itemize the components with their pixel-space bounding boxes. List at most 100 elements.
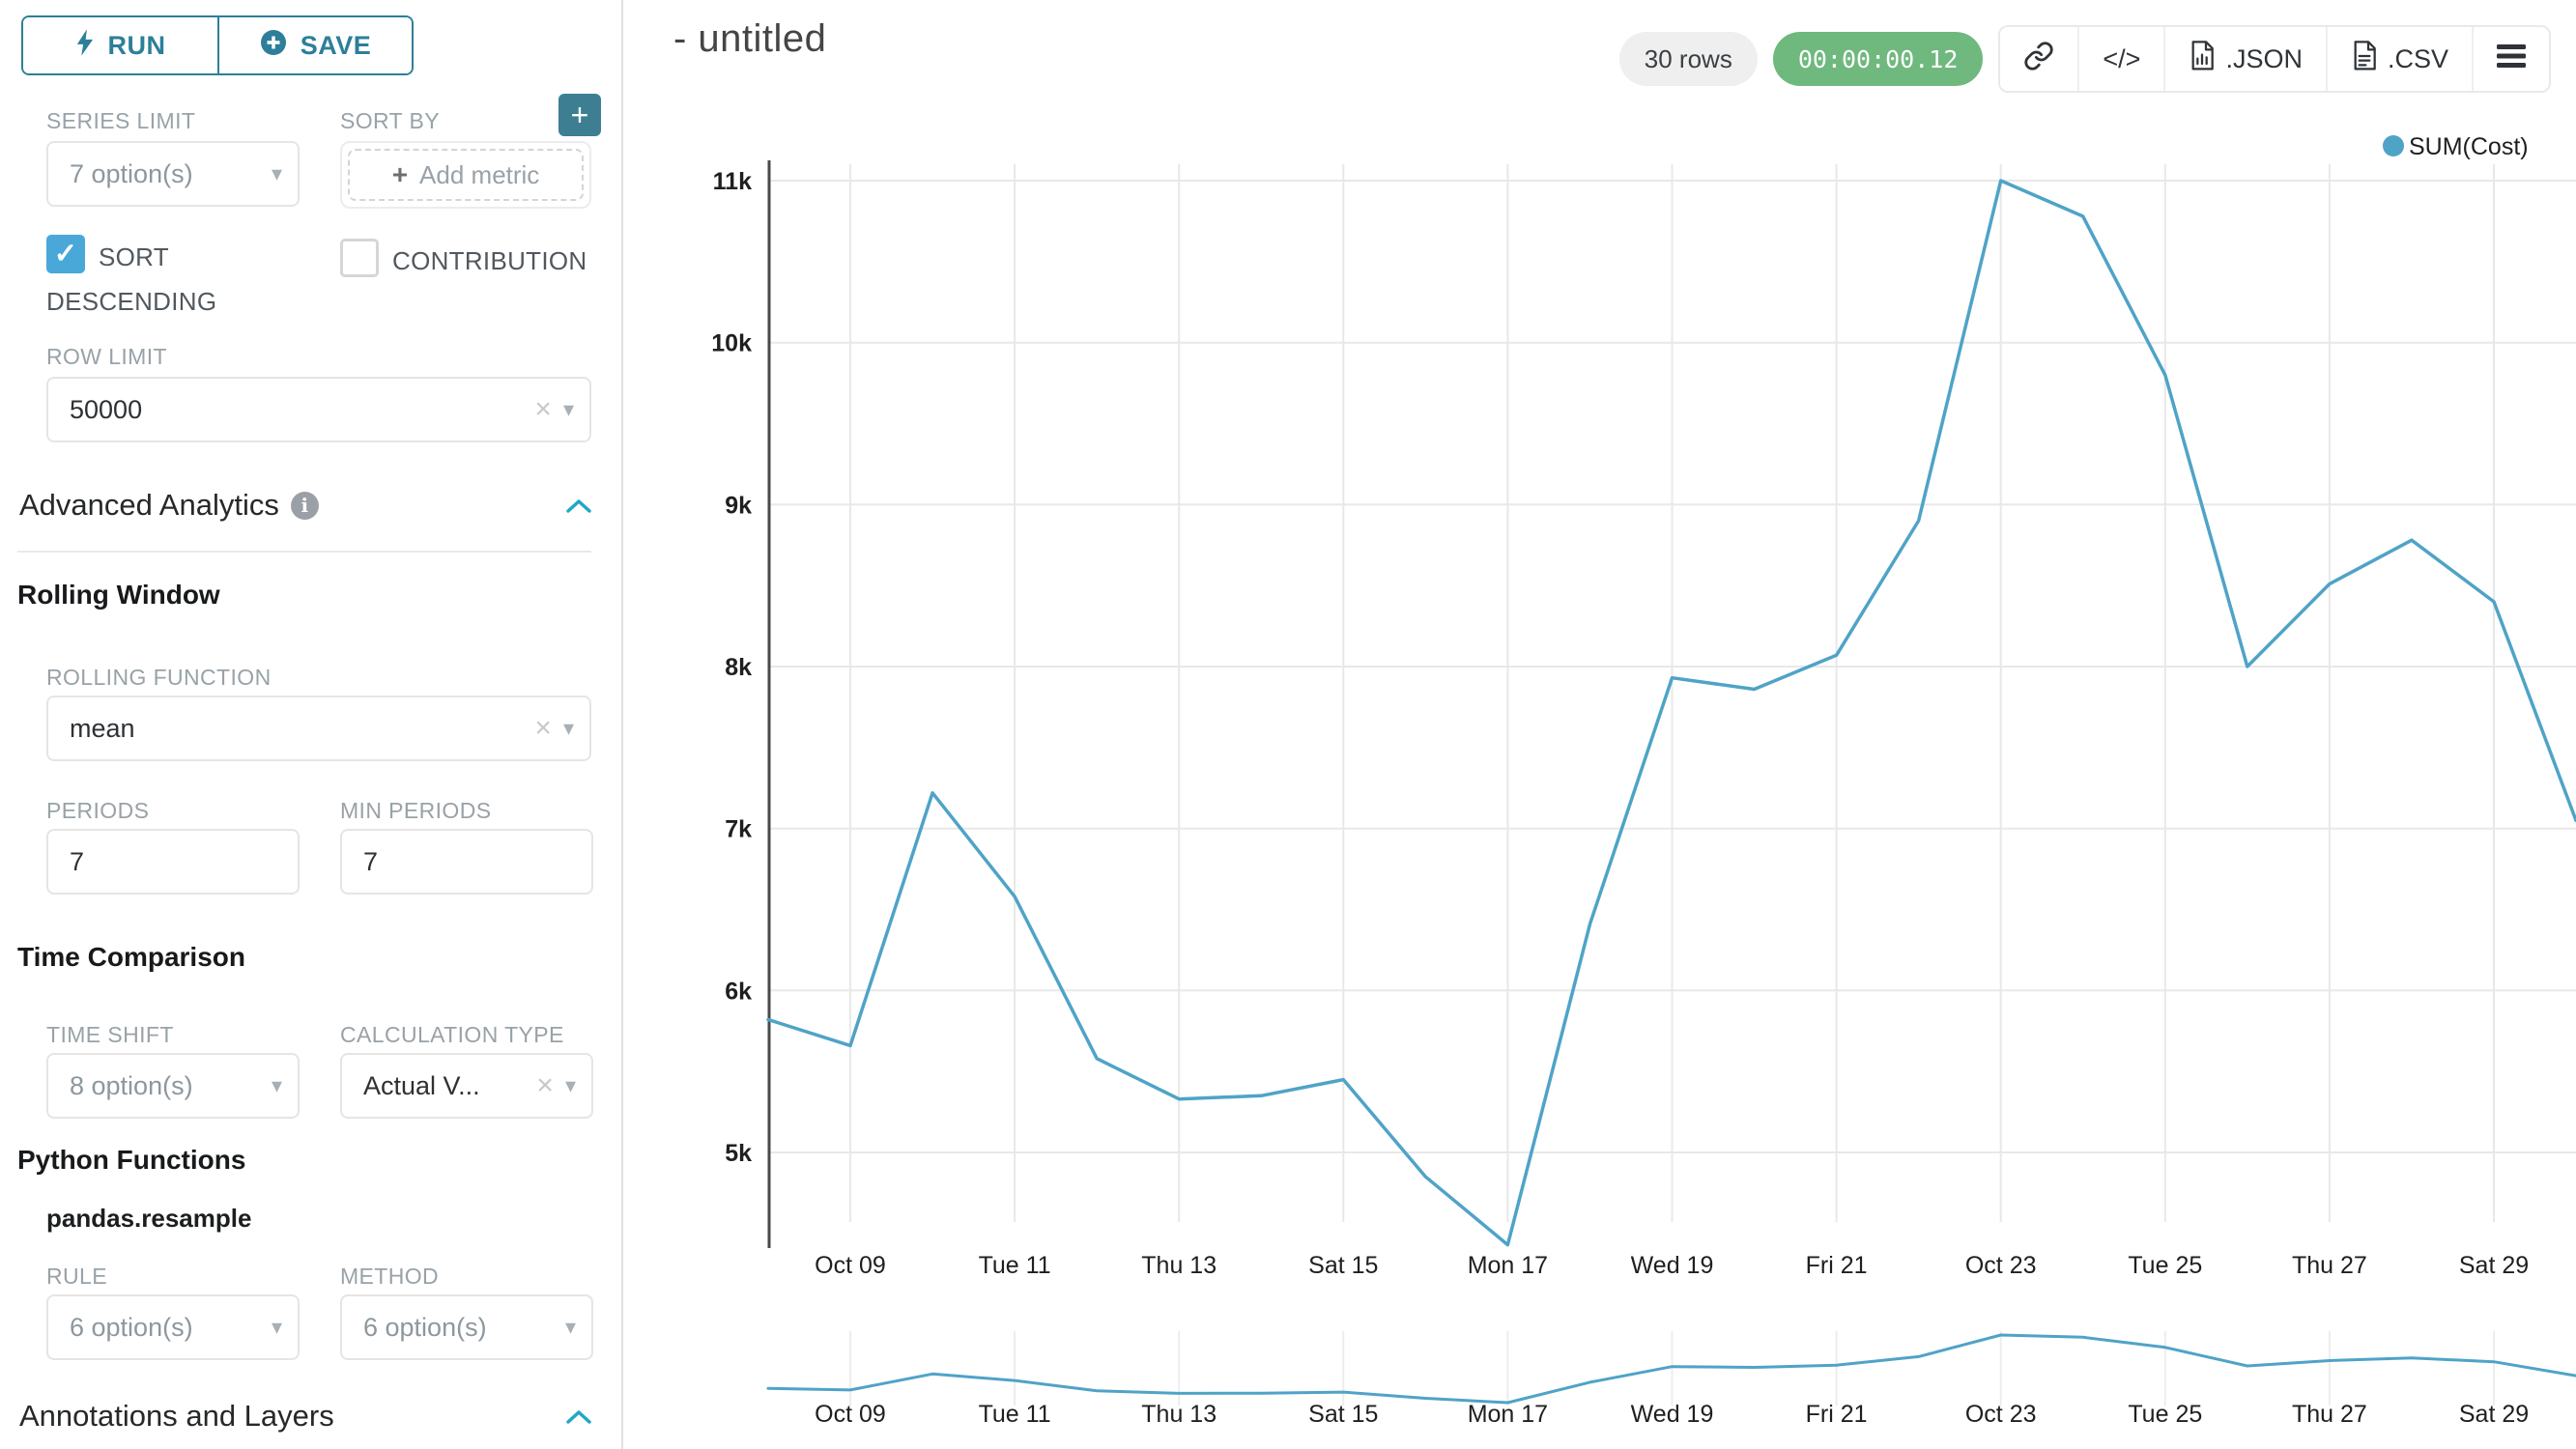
- svg-text:Wed 19: Wed 19: [1631, 1401, 1714, 1428]
- rolling-function-value: mean: [70, 713, 135, 743]
- svg-text:8k: 8k: [725, 654, 752, 681]
- embed-code-button[interactable]: </>: [2077, 27, 2164, 91]
- svg-text:SUM(Cost): SUM(Cost): [2409, 133, 2529, 160]
- time-shift-select[interactable]: 8 option(s) ▾: [46, 1053, 300, 1119]
- run-save-button-group: RUN SAVE: [21, 15, 414, 75]
- svg-text:11k: 11k: [713, 168, 752, 195]
- checkbox-checked-icon[interactable]: ✓: [46, 235, 85, 273]
- svg-text:Tue 25: Tue 25: [2128, 1401, 2202, 1428]
- svg-text:Fri 21: Fri 21: [1806, 1401, 1868, 1428]
- caret-down-icon: ▾: [564, 1073, 576, 1097]
- save-button-label: SAVE: [300, 30, 372, 60]
- contribution-label: CONTRIBUTION: [392, 246, 587, 275]
- info-icon: i: [290, 491, 319, 520]
- method-label: METHOD: [340, 1264, 440, 1289]
- annotations-layers-title: Annotations and Layers: [19, 1399, 334, 1433]
- svg-text:10k: 10k: [711, 330, 752, 357]
- chart-title[interactable]: - untitled: [673, 17, 827, 60]
- rolling-function-select[interactable]: mean × ▾: [46, 696, 591, 761]
- annotations-layers-header[interactable]: Annotations and Layers: [19, 1399, 593, 1434]
- sort-by-label: SORT BY: [340, 108, 440, 133]
- rule-select[interactable]: 6 option(s) ▾: [46, 1294, 300, 1360]
- periods-input[interactable]: 7: [46, 829, 300, 895]
- advanced-analytics-header[interactable]: Advanced Analytics i: [19, 488, 593, 523]
- svg-text:Oct 23: Oct 23: [1965, 1401, 2037, 1428]
- calculation-type-select[interactable]: Actual V... × ▾: [340, 1053, 593, 1119]
- export-csv-label: .CSV: [2387, 43, 2448, 73]
- method-select[interactable]: 6 option(s) ▾: [340, 1294, 593, 1360]
- time-comparison-title: Time Comparison: [17, 942, 245, 972]
- svg-text:Oct 23: Oct 23: [1965, 1252, 2037, 1279]
- chevron-up-icon[interactable]: [564, 488, 593, 523]
- panel-divider[interactable]: [621, 0, 623, 1449]
- advanced-analytics-title: Advanced Analytics: [19, 488, 279, 522]
- row-limit-select[interactable]: 50000 × ▾: [46, 377, 591, 442]
- run-button[interactable]: RUN: [23, 17, 217, 73]
- svg-text:Oct 09: Oct 09: [815, 1252, 886, 1279]
- link-icon: [2023, 41, 2054, 78]
- svg-text:7k: 7k: [725, 816, 752, 843]
- sort-by-add-metric[interactable]: + Add metric: [340, 141, 591, 209]
- method-value: 6 option(s): [363, 1312, 487, 1342]
- control-panel: RUN SAVE SERIES LIMIT SORT BY + 7 option…: [0, 0, 621, 1449]
- periods-label: PERIODS: [46, 798, 150, 823]
- caret-down-icon: ▾: [564, 1315, 576, 1339]
- clear-icon[interactable]: ×: [534, 393, 552, 425]
- svg-text:Thu 27: Thu 27: [2292, 1401, 2367, 1428]
- rule-value: 6 option(s): [70, 1312, 193, 1342]
- svg-text:Thu 13: Thu 13: [1141, 1252, 1216, 1279]
- chart-toolbar: 30 rows 00:00:00.12 </> .JSON .CSV: [1618, 25, 2551, 93]
- caret-down-icon: ▾: [271, 1315, 282, 1339]
- menu-button[interactable]: [2472, 27, 2549, 91]
- svg-text:Sat 29: Sat 29: [2459, 1252, 2529, 1279]
- caret-down-icon: ▾: [271, 1073, 282, 1097]
- caret-down-icon: ▾: [271, 161, 282, 185]
- rule-label: RULE: [46, 1264, 107, 1289]
- clear-icon[interactable]: ×: [536, 1069, 554, 1101]
- svg-text:Thu 27: Thu 27: [2292, 1252, 2367, 1279]
- timer-badge: 00:00:00.12: [1772, 32, 1984, 86]
- svg-text:Tue 25: Tue 25: [2128, 1252, 2202, 1279]
- calculation-type-label: CALCULATION TYPE: [340, 1022, 564, 1047]
- chevron-up-icon[interactable]: [564, 1399, 593, 1434]
- checkbox-unchecked-icon[interactable]: [340, 239, 379, 277]
- svg-text:Tue 11: Tue 11: [979, 1252, 1051, 1279]
- svg-text:Oct 09: Oct 09: [815, 1401, 886, 1428]
- plus-circle-icon: [260, 29, 287, 63]
- svg-text:Tue 11: Tue 11: [979, 1401, 1051, 1428]
- export-json-label: .JSON: [2225, 43, 2303, 73]
- save-button[interactable]: SAVE: [217, 17, 412, 73]
- svg-text:5k: 5k: [725, 1140, 752, 1167]
- sort-descending-checkbox-row[interactable]: ✓ SORT DESCENDING: [46, 235, 283, 324]
- plus-icon: +: [391, 159, 409, 189]
- svg-text:6k: 6k: [725, 978, 752, 1005]
- rolling-window-title: Rolling Window: [17, 580, 220, 610]
- svg-text:Sat 29: Sat 29: [2459, 1401, 2529, 1428]
- row-limit-value: 50000: [70, 394, 143, 424]
- clear-icon[interactable]: ×: [534, 712, 552, 744]
- code-icon: </>: [2103, 43, 2141, 73]
- export-json-button[interactable]: .JSON: [2163, 27, 2326, 91]
- svg-text:Thu 13: Thu 13: [1141, 1401, 1216, 1428]
- series-limit-select[interactable]: 7 option(s) ▾: [46, 141, 300, 207]
- sort-descending-label: SORT DESCENDING: [46, 242, 217, 316]
- section-divider: [17, 551, 591, 553]
- svg-text:Mon 17: Mon 17: [1468, 1401, 1548, 1428]
- min-periods-input[interactable]: 7: [340, 829, 593, 895]
- svg-text:9k: 9k: [725, 492, 752, 519]
- add-sort-metric-button[interactable]: +: [558, 94, 601, 136]
- hamburger-menu-icon: [2497, 43, 2526, 75]
- series-limit-label: SERIES LIMIT: [46, 108, 196, 133]
- rows-badge: 30 rows: [1618, 32, 1758, 86]
- plus-icon: +: [570, 98, 589, 132]
- add-metric-label: Add metric: [419, 159, 540, 189]
- min-periods-value: 7: [363, 846, 379, 876]
- run-button-label: RUN: [107, 30, 166, 60]
- export-button-group: </> .JSON .CSV: [1998, 25, 2551, 93]
- svg-text:Fri 21: Fri 21: [1806, 1252, 1868, 1279]
- caret-down-icon: ▾: [562, 397, 574, 421]
- contribution-checkbox-row[interactable]: CONTRIBUTION: [340, 239, 630, 283]
- share-link-button[interactable]: [2000, 27, 2078, 91]
- chart-panel: - untitled 30 rows 00:00:00.12 </> .JSON…: [623, 0, 2576, 1449]
- export-csv-button[interactable]: .CSV: [2325, 27, 2472, 91]
